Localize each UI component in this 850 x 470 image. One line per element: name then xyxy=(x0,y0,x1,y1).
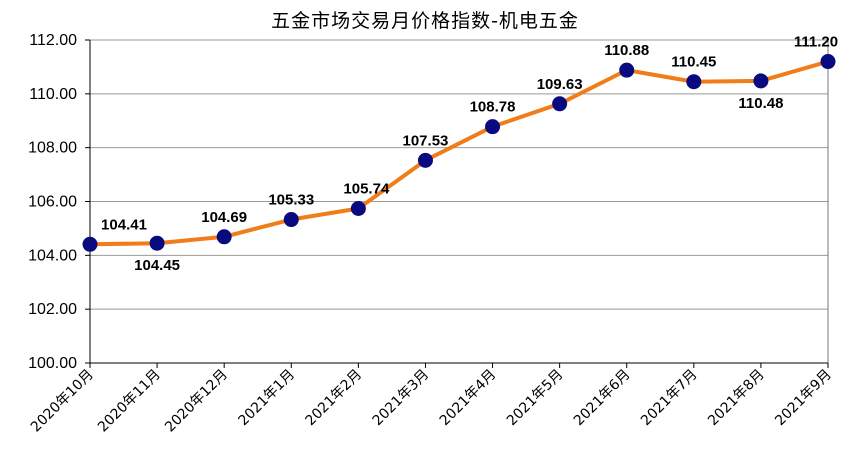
data-label: 108.78 xyxy=(470,99,516,116)
x-tick-label: 2020年10月 xyxy=(28,367,97,436)
chart-title: 五金市场交易月价格指数-机电五金 xyxy=(271,10,579,32)
y-tick-label: 100.00 xyxy=(28,355,77,372)
data-label: 111.20 xyxy=(794,34,838,51)
x-tick-label: 2021年5月 xyxy=(504,367,567,430)
data-point-marker xyxy=(350,200,366,216)
series-layer xyxy=(82,54,836,252)
label-layer: 104.41 104.45 104.69 105.33 105.74 107.53 108.… xyxy=(101,34,838,275)
y-tick-label: 108.00 xyxy=(28,140,77,157)
x-tick-label: 2021年3月 xyxy=(370,367,433,430)
x-tick-label: 2021年2月 xyxy=(303,367,366,430)
y-tick-label: 102.00 xyxy=(28,301,77,318)
series-line xyxy=(88,59,830,247)
data-point-marker xyxy=(216,229,232,245)
x-tick-label: 2021年8月 xyxy=(705,367,768,430)
data-label: 110.45 xyxy=(671,54,716,71)
data-label: 110.48 xyxy=(738,95,783,112)
data-point-marker xyxy=(82,236,98,252)
data-point-marker xyxy=(619,62,635,78)
x-tick-label: 2020年12月 xyxy=(162,367,231,436)
x-tick-label: 2021年7月 xyxy=(638,367,701,430)
x-tick-label: 2021年1月 xyxy=(235,367,298,430)
x-tick-label: 2021年4月 xyxy=(437,367,500,430)
data-point-marker xyxy=(485,119,501,135)
data-point-marker xyxy=(753,73,769,89)
x-tick-label: 2020年11月 xyxy=(95,367,164,436)
data-label: 104.41 xyxy=(101,216,147,233)
y-tick-label: 106.00 xyxy=(28,194,77,211)
axis-layer: 100.00 102.00 104.00 106.00 108.00 110.00 112.… xyxy=(28,32,835,435)
data-point-marker xyxy=(417,152,433,168)
grid-layer xyxy=(90,39,829,363)
data-label: 105.74 xyxy=(343,180,390,197)
data-point-marker xyxy=(149,235,165,251)
data-label: 104.45 xyxy=(134,257,180,274)
x-tick-label: 2021年9月 xyxy=(772,367,835,430)
data-label: 107.53 xyxy=(403,132,449,149)
y-tick-label: 104.00 xyxy=(28,247,77,264)
data-label: 104.69 xyxy=(201,209,247,226)
x-tick-label: 2021年6月 xyxy=(571,367,634,430)
data-point-marker xyxy=(820,54,836,70)
data-point-marker xyxy=(283,212,299,228)
y-tick-label: 110.00 xyxy=(29,86,77,103)
data-point-marker xyxy=(686,74,702,90)
y-tick-label: 112.00 xyxy=(29,32,77,49)
data-point-marker xyxy=(552,96,568,112)
data-label: 105.33 xyxy=(268,192,314,209)
data-label: 110.88 xyxy=(604,42,649,59)
data-label: 109.63 xyxy=(537,76,583,93)
